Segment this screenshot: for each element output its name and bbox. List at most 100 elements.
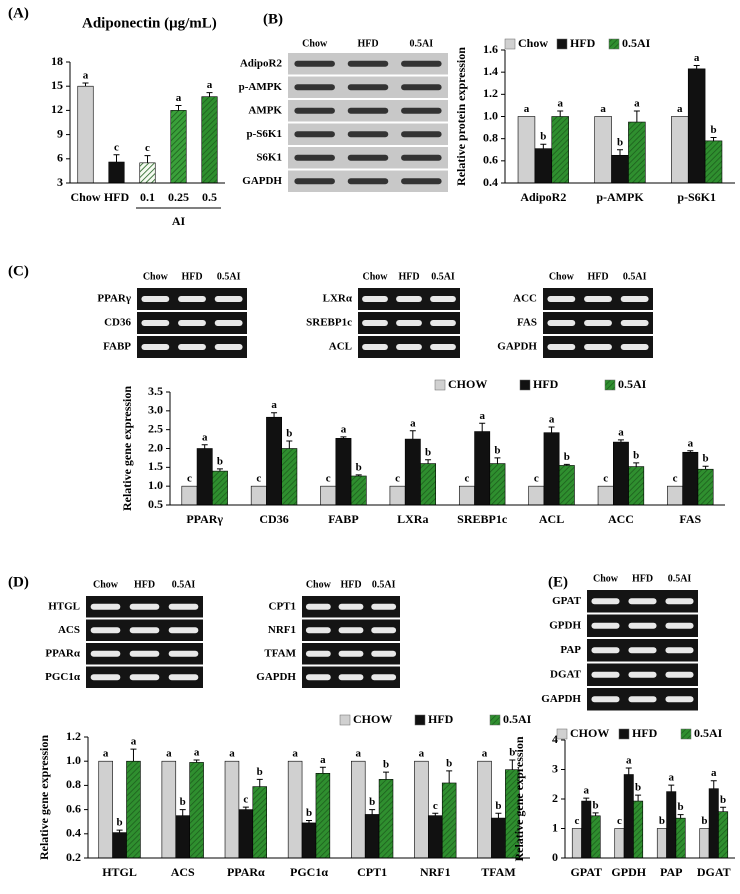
bar [590, 815, 601, 859]
y-tick-label: 0 [552, 850, 558, 864]
significance-letter: a [618, 426, 624, 438]
significance-letter: c [326, 473, 331, 485]
bar [181, 485, 198, 506]
band [396, 344, 422, 350]
bar [238, 809, 254, 859]
legend-label: HFD [428, 712, 454, 726]
error-bar [130, 748, 137, 762]
bar [212, 470, 228, 506]
bar [378, 779, 394, 859]
bar [281, 448, 298, 506]
y-tick-label: 1.6 [483, 42, 498, 56]
row-label: GAPDH [242, 175, 282, 187]
bar [441, 782, 457, 859]
x-tick-label: TFAM [481, 865, 515, 879]
legend-swatch [556, 38, 568, 50]
x-tick-label: ACS [171, 865, 195, 879]
significance-letter: b [564, 451, 570, 463]
bar [287, 760, 303, 859]
bar [414, 760, 429, 859]
lane-label: 0.5AI [217, 271, 241, 282]
bar [404, 438, 421, 506]
panel-label: (C) [8, 263, 29, 279]
band [628, 647, 657, 654]
bar [699, 828, 710, 859]
band [294, 107, 335, 114]
error-bar [495, 812, 502, 819]
y-tick-label: 3.5 [148, 384, 163, 398]
error-bar [710, 137, 717, 141]
significance-letter: b [703, 453, 709, 465]
row-label: NRF1 [268, 624, 296, 636]
legend-label: 0.5AI [618, 377, 647, 391]
band [338, 674, 364, 681]
lane-label: 0.5AI [410, 38, 434, 49]
significance-letter: a [482, 748, 488, 760]
panel-label: (B) [263, 11, 283, 27]
band [401, 178, 442, 185]
error-bar [557, 110, 564, 117]
band [591, 671, 620, 678]
band [168, 674, 199, 681]
band [430, 320, 456, 326]
row-label: PGC1α [45, 671, 81, 683]
band [141, 296, 170, 302]
error-bar [668, 784, 675, 792]
band [628, 622, 657, 629]
legend-swatch [414, 714, 426, 726]
panel-label: (E) [548, 574, 568, 590]
significance-letter: b [257, 766, 263, 778]
error-bar [693, 65, 700, 69]
lane-label: 0.5AI [172, 579, 196, 590]
significance-letter: a [584, 785, 590, 797]
significance-letter: a [549, 414, 555, 426]
legend-swatch [618, 728, 630, 740]
lane-label: Chow [143, 271, 169, 282]
y-tick-label: 0.4 [66, 826, 81, 840]
significance-letter: a [557, 97, 563, 109]
band [371, 603, 397, 610]
bar [597, 485, 614, 506]
band [214, 344, 243, 350]
band [665, 598, 694, 605]
bar [623, 774, 634, 859]
y-tick-label: 1.2 [66, 729, 81, 743]
bar [474, 431, 491, 506]
error-bar [592, 812, 599, 816]
y-tick-label: 0.5 [148, 497, 163, 511]
legend-swatch [434, 379, 446, 391]
y-tick-label: 2 [552, 791, 558, 805]
bar [534, 148, 553, 184]
x-tick-label: FABP [328, 512, 358, 526]
significance-letter: a [694, 52, 700, 64]
significance-letter: a [176, 92, 182, 104]
significance-letter: a [166, 748, 172, 760]
x-tick-label: GPAT [570, 865, 602, 879]
x-tick-label: 0.5 [202, 190, 217, 204]
lane-label: 0.5AI [372, 579, 396, 590]
band [591, 622, 620, 629]
bar [175, 815, 190, 859]
y-tick-label: 0.6 [483, 153, 498, 167]
lane-label: Chow [593, 573, 619, 584]
band [362, 344, 388, 350]
band [347, 84, 389, 91]
x-tick-label: Chow [70, 190, 100, 204]
significance-letter: c [256, 473, 261, 485]
band [129, 627, 160, 634]
y-tick-label: 18 [51, 54, 63, 68]
band [396, 320, 422, 326]
significance-letter: a [669, 772, 675, 784]
error-bar [494, 457, 501, 464]
band [371, 627, 397, 634]
error-bar [256, 778, 263, 787]
band [305, 650, 331, 657]
bar [112, 832, 127, 859]
significance-letter: c [603, 473, 608, 485]
y-tick-label: 1.0 [148, 478, 163, 492]
row-label: PPARα [45, 647, 81, 659]
band [584, 344, 612, 350]
significance-letter: b [217, 455, 223, 467]
lane-label: HFD [134, 579, 155, 590]
error-bar [383, 771, 390, 780]
